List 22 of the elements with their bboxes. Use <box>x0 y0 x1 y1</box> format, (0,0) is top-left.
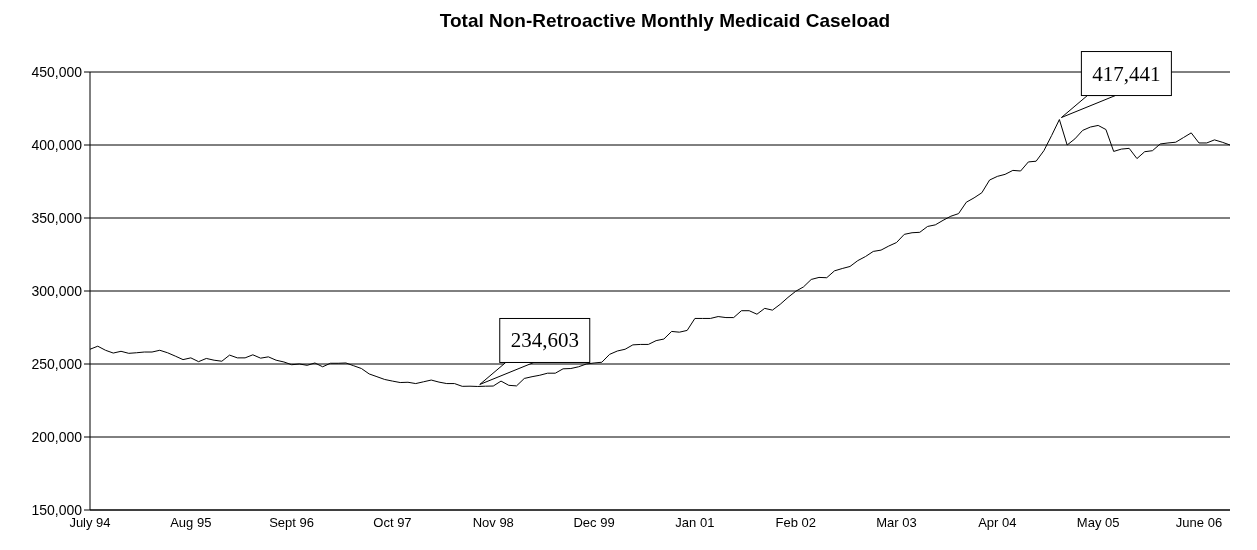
x-tick-label: Sept 96 <box>269 515 315 531</box>
x-tick-label: Jan 01 <box>675 515 715 531</box>
x-tick-label: June 06 <box>1175 515 1223 531</box>
x-tick-label: Dec 99 <box>573 515 615 531</box>
y-tick-label: 250,000 <box>31 355 83 372</box>
x-tick-label: Nov 98 <box>472 515 514 531</box>
chart-title: Total Non-Retroactive Monthly Medicaid Caseload <box>438 10 892 32</box>
y-tick-label: 400,000 <box>31 136 83 153</box>
y-tick-label: 300,000 <box>31 282 83 299</box>
x-tick-label: Aug 95 <box>170 515 212 531</box>
data-label: 417,441 <box>1092 61 1161 86</box>
data-label: 234,603 <box>510 328 579 353</box>
x-tick-label: May 05 <box>1076 515 1120 531</box>
x-tick-label: Feb 02 <box>775 515 816 531</box>
y-tick-label: 150,000 <box>31 501 83 518</box>
y-tick-label: 350,000 <box>31 209 83 226</box>
x-tick-label: Mar 03 <box>876 515 917 531</box>
x-tick-label: Oct 97 <box>373 515 412 531</box>
y-tick-label: 450,000 <box>31 63 83 80</box>
x-tick-label: July 94 <box>69 515 111 531</box>
y-tick-label: 200,000 <box>31 428 83 445</box>
x-tick-label: Apr 04 <box>978 515 1017 531</box>
